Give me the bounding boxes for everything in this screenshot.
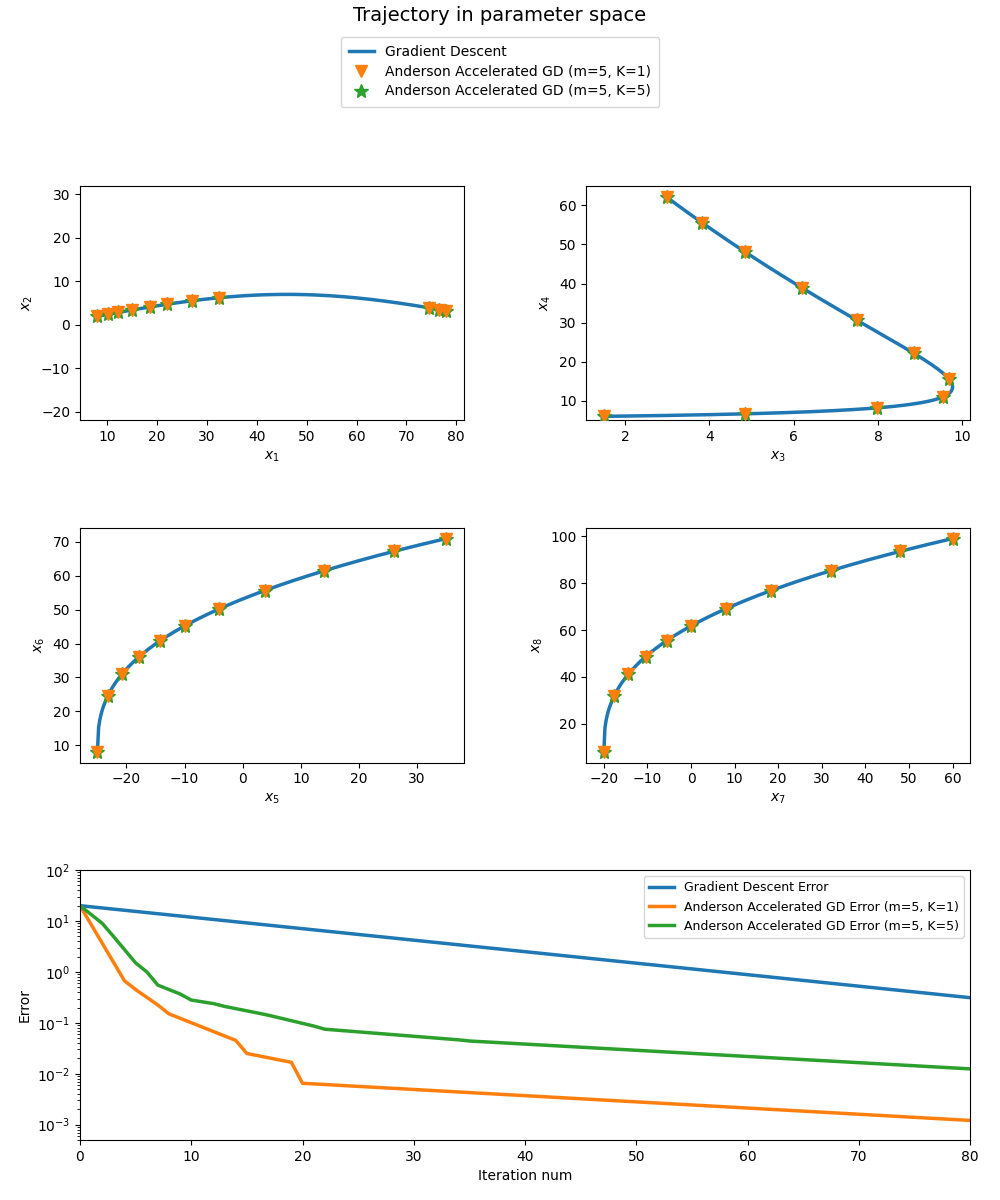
Anderson Accelerated GD Error (m=5, K=5) (630, 1043, 642, 1057)
Anderson Accelerated GD Error (m=5, K=5) (74, 899, 86, 913)
Gradient Descent Error (730, 966, 742, 980)
Anderson Accelerated GD Error (m=5, K=5) (730, 1049, 742, 1063)
X-axis label: Iteration num: Iteration num (478, 1169, 572, 1183)
Gradient Descent Error (74, 899, 86, 913)
Line: Anderson Accelerated GD Error (m=5, K=5): Anderson Accelerated GD Error (m=5, K=5) (80, 906, 970, 1069)
Anderson Accelerated GD Error (m=5, K=1) (630, 1094, 642, 1109)
Anderson Accelerated GD Error (m=5, K=1) (797, 1104, 809, 1118)
Anderson Accelerated GD Error (m=5, K=1) (964, 1114, 976, 1128)
Gradient Descent Error (964, 990, 976, 1004)
Anderson Accelerated GD Error (m=5, K=5) (842, 1055, 854, 1069)
Gradient Descent Error (564, 949, 576, 964)
Anderson Accelerated GD Error (m=5, K=5) (564, 1039, 576, 1054)
Anderson Accelerated GD Error (m=5, K=5) (797, 1052, 809, 1067)
Gradient Descent Error (797, 973, 809, 988)
Y-axis label: $x_8$: $x_8$ (530, 637, 545, 653)
Gradient Descent Error (842, 978, 854, 992)
Line: Gradient Descent Error: Gradient Descent Error (80, 906, 970, 997)
Y-axis label: Error: Error (17, 988, 31, 1022)
Y-axis label: $x_2$: $x_2$ (21, 295, 35, 311)
Y-axis label: $x_6$: $x_6$ (33, 637, 47, 653)
Gradient Descent Error (630, 956, 642, 971)
Line: Anderson Accelerated GD Error (m=5, K=1): Anderson Accelerated GD Error (m=5, K=1) (80, 906, 970, 1121)
Y-axis label: $x_4$: $x_4$ (539, 295, 553, 311)
Legend: Gradient Descent, Anderson Accelerated GD (m=5, K=1), Anderson Accelerated GD (m: Gradient Descent, Anderson Accelerated G… (341, 37, 659, 107)
Anderson Accelerated GD Error (m=5, K=1) (74, 899, 86, 913)
Legend: Gradient Descent Error, Anderson Accelerated GD Error (m=5, K=1), Anderson Accel: Gradient Descent Error, Anderson Acceler… (644, 876, 964, 938)
Gradient Descent Error (875, 982, 887, 996)
X-axis label: $x_3$: $x_3$ (770, 450, 786, 464)
Anderson Accelerated GD Error (m=5, K=5) (964, 1062, 976, 1076)
Anderson Accelerated GD Error (m=5, K=1) (842, 1106, 854, 1121)
Anderson Accelerated GD Error (m=5, K=1) (875, 1109, 887, 1123)
Anderson Accelerated GD Error (m=5, K=1) (730, 1100, 742, 1115)
Text: Trajectory in parameter space: Trajectory in parameter space (353, 6, 647, 25)
X-axis label: $x_7$: $x_7$ (770, 792, 786, 806)
Anderson Accelerated GD Error (m=5, K=1) (564, 1091, 576, 1105)
Anderson Accelerated GD Error (m=5, K=5) (875, 1057, 887, 1072)
X-axis label: $x_5$: $x_5$ (264, 792, 280, 806)
X-axis label: $x_1$: $x_1$ (264, 450, 280, 464)
